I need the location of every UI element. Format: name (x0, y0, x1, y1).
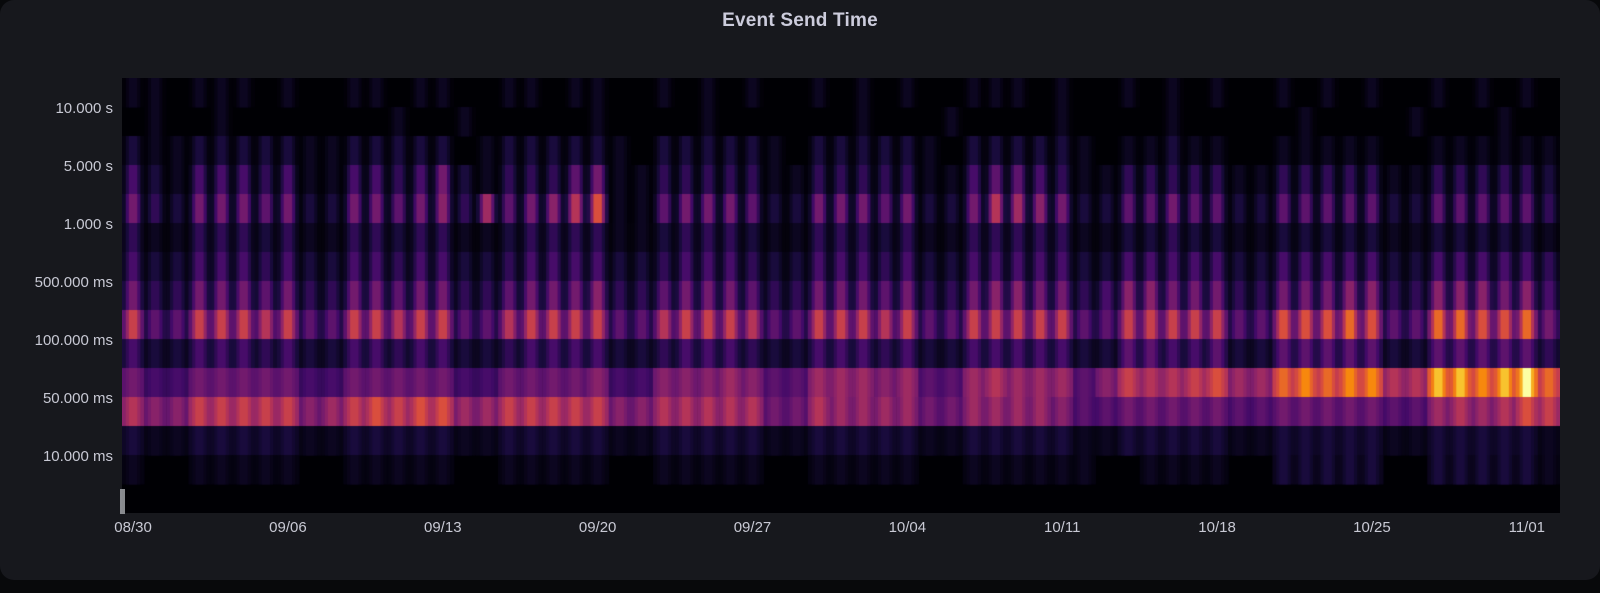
y-tick-label: 5.000 s (63, 158, 113, 175)
y-tick-label: 10.000 s (55, 100, 113, 117)
heatmap-canvas[interactable] (122, 78, 1560, 513)
x-tick-label: 10/11 (1044, 519, 1081, 536)
x-tick-label: 10/25 (1353, 519, 1391, 536)
y-tick-label: 100.000 ms (34, 332, 113, 349)
x-tick-label: 10/04 (888, 519, 927, 536)
y-tick-label: 1.000 s (63, 216, 113, 233)
x-tick-label: 09/13 (424, 519, 462, 536)
x-tick-label: 09/27 (733, 519, 772, 536)
x-tick-label: 09/20 (578, 519, 617, 536)
event-send-time-panel: Event Send Time 10.000 s 5.000 s 1.000 s 50… (0, 0, 1600, 580)
x-tick-label: 11/01 (1508, 519, 1546, 536)
x-tick-label: 08/30 (114, 519, 152, 536)
x-tick-label: 10/18 (1198, 519, 1236, 536)
y-tick-label: 10.000 ms (42, 448, 113, 465)
x-tick-label: 09/06 (269, 519, 307, 536)
y-axis-corner-tick (120, 489, 125, 514)
y-tick-label: 500.000 ms (34, 274, 113, 291)
y-tick-label: 50.000 ms (42, 390, 113, 407)
panel-title: Event Send Time (722, 10, 878, 31)
